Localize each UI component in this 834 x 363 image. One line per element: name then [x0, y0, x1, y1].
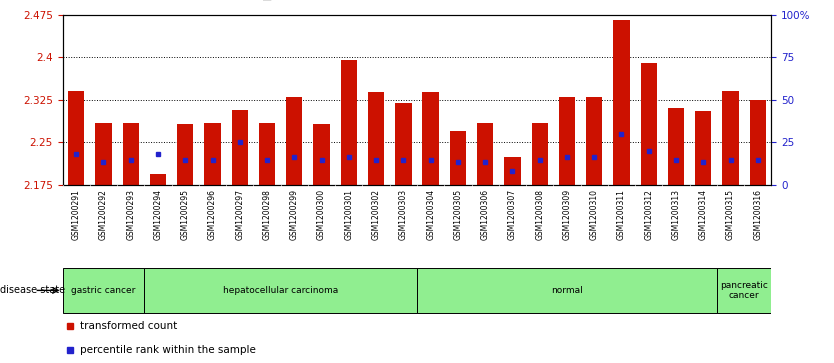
- Bar: [717, 268, 771, 313]
- Bar: [144, 268, 417, 313]
- Bar: [586, 97, 602, 185]
- Text: GSM1200304: GSM1200304: [426, 189, 435, 240]
- Bar: [259, 123, 275, 185]
- Text: GSM1200306: GSM1200306: [480, 189, 490, 240]
- Bar: [477, 123, 494, 185]
- Bar: [695, 111, 711, 185]
- Bar: [505, 157, 520, 185]
- Bar: [68, 91, 84, 185]
- Text: percentile rank within the sample: percentile rank within the sample: [80, 345, 256, 355]
- Bar: [368, 93, 384, 185]
- Text: GSM1200301: GSM1200301: [344, 189, 354, 240]
- Text: GSM1200314: GSM1200314: [699, 189, 708, 240]
- Bar: [750, 100, 766, 185]
- Text: GSM1200316: GSM1200316: [753, 189, 762, 240]
- Text: GSM1200297: GSM1200297: [235, 189, 244, 240]
- Text: GSM1200291: GSM1200291: [72, 189, 81, 240]
- Bar: [423, 93, 439, 185]
- Text: transformed count: transformed count: [80, 321, 178, 331]
- Bar: [559, 97, 575, 185]
- Bar: [417, 268, 717, 313]
- Text: GSM1200303: GSM1200303: [399, 189, 408, 240]
- Text: gastric cancer: gastric cancer: [71, 286, 136, 295]
- Bar: [314, 124, 329, 185]
- Text: GSM1200292: GSM1200292: [99, 189, 108, 240]
- Bar: [722, 91, 739, 185]
- Bar: [286, 97, 303, 185]
- Bar: [150, 174, 166, 185]
- Text: GSM1200315: GSM1200315: [726, 189, 735, 240]
- Bar: [395, 103, 411, 185]
- Text: pancreatic
cancer: pancreatic cancer: [721, 281, 768, 300]
- Text: GSM1200311: GSM1200311: [617, 189, 626, 240]
- Text: GSM1200296: GSM1200296: [208, 189, 217, 240]
- Bar: [668, 108, 684, 185]
- Text: GSM1200294: GSM1200294: [153, 189, 163, 240]
- Text: GSM1200305: GSM1200305: [454, 189, 462, 240]
- Text: normal: normal: [551, 286, 583, 295]
- Bar: [232, 110, 248, 185]
- Text: GSM1200299: GSM1200299: [289, 189, 299, 240]
- Text: GSM1200293: GSM1200293: [126, 189, 135, 240]
- Text: GSM1200307: GSM1200307: [508, 189, 517, 240]
- Text: GSM1200298: GSM1200298: [263, 189, 272, 240]
- Text: GSM1200309: GSM1200309: [562, 189, 571, 240]
- Text: GSM1200308: GSM1200308: [535, 189, 545, 240]
- Bar: [613, 20, 630, 185]
- Bar: [123, 123, 139, 185]
- Text: GSM1200313: GSM1200313: [671, 189, 681, 240]
- Bar: [340, 60, 357, 185]
- Bar: [531, 123, 548, 185]
- Text: disease state: disease state: [0, 285, 65, 295]
- Text: GSM1200295: GSM1200295: [181, 189, 190, 240]
- Bar: [641, 63, 657, 185]
- Text: GSM1200300: GSM1200300: [317, 189, 326, 240]
- Text: GSM1200310: GSM1200310: [590, 189, 599, 240]
- Text: GSM1200312: GSM1200312: [644, 189, 653, 240]
- Bar: [63, 268, 144, 313]
- Text: GSM1200302: GSM1200302: [372, 189, 380, 240]
- Bar: [450, 131, 466, 185]
- Bar: [95, 123, 112, 185]
- Bar: [204, 123, 221, 185]
- Bar: [177, 124, 193, 185]
- Text: hepatocellular carcinoma: hepatocellular carcinoma: [223, 286, 339, 295]
